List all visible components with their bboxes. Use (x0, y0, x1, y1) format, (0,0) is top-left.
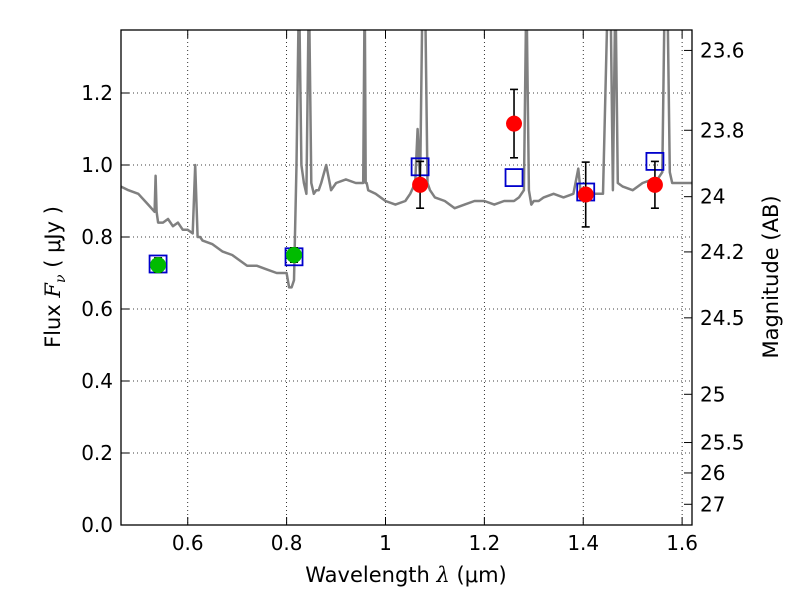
y2-tick-label: 24 (700, 185, 725, 209)
y2-tick-label: 25 (700, 382, 725, 406)
x-tick-label: 0.6 (172, 531, 204, 555)
y2-axis-title: Magnitude (AB) (759, 195, 783, 358)
y-tick-label: 1.2 (81, 81, 113, 105)
y-tick-label: 0.6 (81, 297, 113, 321)
y2-tick-label: 24.2 (700, 240, 745, 264)
y-tick-label: 0.8 (81, 225, 113, 249)
x-axis-title: Wavelength λ (μm) (305, 563, 506, 587)
y2-tick-label: 26 (700, 461, 725, 485)
observed-point (150, 257, 167, 274)
x-tick-label: 1.4 (567, 531, 599, 555)
x-tick-label: 1 (379, 531, 392, 555)
y2-tick-label: 23.6 (700, 38, 745, 62)
y2-tick-label: 24.5 (700, 306, 745, 330)
observed-point (646, 176, 663, 193)
y-axis-title: Flux Fν ( μJy ) (41, 206, 69, 348)
observed-point (286, 247, 303, 263)
x-tick-label: 1.6 (666, 531, 698, 555)
x-tick-label: 0.8 (271, 531, 303, 555)
grid (121, 30, 692, 526)
data-layer (121, 30, 692, 289)
y2-tick-label: 27 (700, 492, 725, 516)
observed-point (577, 186, 594, 203)
y2-tick-label: 25.5 (700, 431, 745, 455)
observed-point (506, 115, 523, 132)
y2-tick-label: 23.8 (700, 118, 745, 142)
spectrum-line (121, 30, 692, 289)
y-tick-label: 1.0 (81, 153, 113, 177)
tick-layer: 0.6 0.8 1 1.2 1.4 1.6 0.0 0.2 0.4 0.6 0.8 1.0 1.2 23.… (81, 30, 745, 555)
plot-area (121, 30, 692, 525)
observed-point (412, 176, 429, 193)
y-tick-label: 0.2 (81, 441, 113, 465)
y-tick-label: 0.0 (81, 513, 113, 537)
y-tick-label: 0.4 (81, 369, 113, 393)
plot-frame (120, 29, 693, 526)
model-photometry-point (504, 168, 524, 188)
x-tick-label: 1.2 (468, 531, 500, 555)
